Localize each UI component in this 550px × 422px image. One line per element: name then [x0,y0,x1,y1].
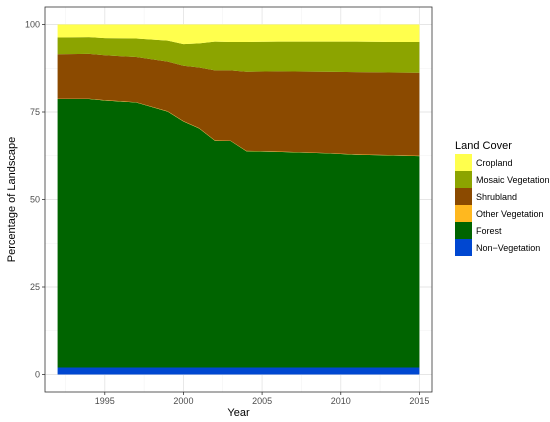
area-mosaic-vegetation [57,37,420,73]
area-non-vegetation [57,367,420,375]
y-tick-label: 50 [30,195,40,205]
y-tick-label: 25 [30,282,40,292]
x-tick-label: 2015 [409,396,429,406]
area-forest [57,99,420,368]
legend: Land Cover Cropland Mosaic Vegetation Shru… [455,140,550,256]
legend-title: Land Cover [455,140,512,152]
legend-key [455,239,472,256]
area-cropland [57,24,420,45]
y-axis-title: Percentage of Landscape [6,137,18,262]
legend-key [455,222,472,239]
x-tick-label: 2010 [331,396,351,406]
x-tick-label: 2005 [252,396,272,406]
y-tick-label: 0 [35,370,40,380]
legend-key [455,188,472,205]
x-axis-title: Year [227,407,250,419]
legend-label: Non−Vegetation [476,243,540,253]
legend-label: Shrubland [476,192,517,202]
y-tick-label: 75 [30,107,40,117]
area-layer [57,24,420,375]
legend-label: Other Vegetation [476,209,544,219]
legend-key [455,171,472,188]
area-shrubland [57,53,420,156]
legend-items: Cropland Mosaic Vegetation Shrubland Other … [455,154,550,256]
legend-label: Mosaic Vegetation [476,175,550,185]
legend-label: Forest [476,226,502,236]
y-tick-label: 100 [25,20,40,30]
legend-label: Cropland [476,158,513,168]
x-tick-label: 1995 [95,396,115,406]
legend-key [455,154,472,171]
legend-key [455,205,472,222]
axis-layer: 0 25 50 75 100 1995 2000 2005 2010 2015 [25,20,429,407]
x-tick-label: 2000 [173,396,193,406]
